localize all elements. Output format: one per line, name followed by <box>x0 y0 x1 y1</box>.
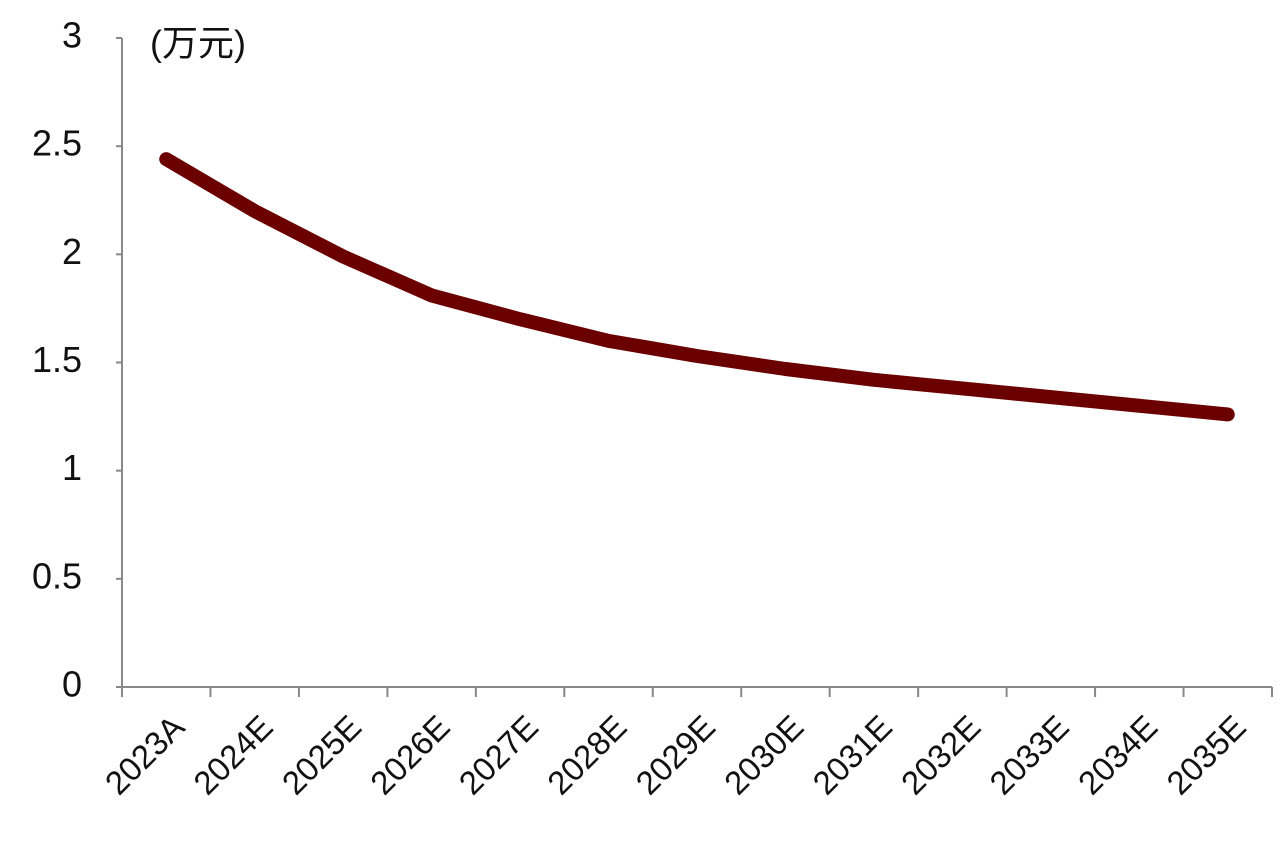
x-tick-label: 2034E <box>1071 708 1165 802</box>
x-tick-label: 2028E <box>540 708 634 802</box>
x-tick-label: 2032E <box>894 708 988 802</box>
x-tick-label: 2033E <box>982 708 1076 802</box>
y-tick-label: 1 <box>62 447 82 488</box>
x-tick-label: 2035E <box>1159 708 1253 802</box>
y-tick-label: 2 <box>62 231 82 272</box>
x-tick-label: 2029E <box>628 708 722 802</box>
x-tick-label: 2030E <box>717 708 811 802</box>
x-tick-label: 2023A <box>98 708 192 802</box>
x-tick-label: 2031E <box>805 708 899 802</box>
x-tick-label: 2025E <box>275 708 369 802</box>
x-tick-label: 2027E <box>452 708 546 802</box>
y-tick-label: 3 <box>62 15 82 56</box>
y-tick-label: 0.5 <box>32 555 82 596</box>
line <box>159 152 1235 422</box>
y-axis-label: (万元) <box>150 23 246 64</box>
y-tick-label: 1.5 <box>32 339 82 380</box>
y-tick-label: 2.5 <box>32 123 82 164</box>
x-tick-label: 2026E <box>363 708 457 802</box>
x-tick-label: 2024E <box>186 708 280 802</box>
y-tick-label: 0 <box>62 664 82 705</box>
